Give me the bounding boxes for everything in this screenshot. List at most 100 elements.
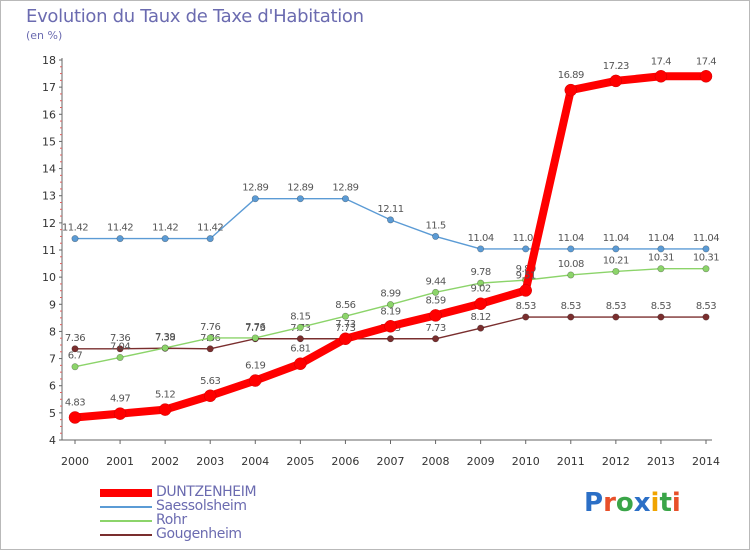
data-label-gougenheim: 8.12 [471,312,491,323]
data-label-saessolsheim: 12.89 [332,183,358,194]
y-minor-tick [60,398,62,400]
data-label-gougenheim: 7.73 [245,323,265,334]
y-tick-label: 13 [42,190,56,203]
data-label-saessolsheim: 12.89 [242,183,268,194]
y-minor-tick [60,317,62,319]
y-tick-label: 15 [42,135,56,148]
x-tick-label: 2012 [602,455,630,468]
y-minor-tick [60,344,62,346]
x-tick-label: 2002 [151,455,179,468]
series-point-gougenheim [386,335,394,343]
data-label-rohr: 8.15 [290,311,310,322]
x-tick-label: 2003 [196,455,224,468]
y-minor-tick [60,229,62,231]
data-label-saessolsheim: 11.42 [197,223,223,234]
series-point-saessolsheim [251,195,259,203]
y-minor-tick [60,392,62,393]
y-minor-tick [60,174,62,176]
series-point-rohr [206,334,214,342]
y-minor-tick [60,100,62,102]
data-label-rohr: 8.99 [380,289,400,300]
data-label-gougenheim: 7.36 [110,333,130,344]
series-point-rohr [296,323,304,331]
series-point-rohr [612,267,620,275]
logo-letter: o [615,488,634,518]
series-point-saessolsheim [477,245,485,253]
legend-swatch-gougenheim [100,534,152,536]
data-label-saessolsheim: 11.04 [558,233,584,244]
legend-swatch-saessolsheim [100,506,152,508]
data-label-rohr: 8.56 [335,300,355,311]
y-minor-tick [60,93,62,95]
series-point-duntzenheim [158,403,172,416]
series-point-rohr [657,265,665,273]
data-label-rohr: 9.44 [425,276,445,287]
series-point-saessolsheim [71,235,79,243]
y-minor-tick [60,107,62,108]
y-minor-tick [60,73,62,75]
series-point-rohr [567,271,575,279]
legend-label-rohr: Rohr [156,512,187,528]
series-point-gougenheim [116,345,124,353]
logo-letter: P [584,488,604,518]
series-line-duntzenheim [71,72,710,422]
data-label-rohr: 6.7 [68,351,83,362]
series-point-gougenheim [296,335,304,343]
y-minor-tick [60,419,62,421]
data-label-gougenheim: 7.38 [155,332,175,343]
series-point-gougenheim [657,313,665,321]
y-minor-tick [60,202,62,203]
legend-swatch-duntzenheim [100,489,152,497]
legend-swatch-rohr [100,520,152,522]
series-point-saessolsheim [161,235,169,243]
y-tick-label: 18 [42,54,56,67]
legend-item-duntzenheim: DUNTZENHEIM [100,484,360,500]
y-minor-tick [60,235,62,237]
y-tick-label: 8 [49,325,56,338]
series-point-gougenheim [522,313,530,321]
chart-title: Evolution du Taux de Taxe d'Habitation [26,6,364,27]
y-minor-tick [60,351,62,353]
y-minor-tick [60,425,62,427]
series-point-duntzenheim [249,374,262,387]
data-label-saessolsheim: 11.5 [425,220,445,231]
series-point-rohr [251,334,259,342]
series-point-saessolsheim [702,245,710,253]
logo-letter: x [633,488,651,518]
y-minor-tick [60,181,62,183]
data-label-gougenheim: 8.53 [606,301,626,312]
data-label-rohr: 7.76 [200,322,220,333]
x-tick-label: 2013 [647,455,675,468]
x-tick-label: 2014 [692,455,720,468]
data-label-duntzenheim: 4.83 [65,397,85,408]
series-point-duntzenheim [699,70,713,83]
y-tick-label: 12 [42,217,56,230]
y-tick-label: 17 [42,81,56,94]
y-tick-label: 14 [42,163,56,176]
data-label-saessolsheim: 11.42 [62,223,88,234]
y-minor-tick [60,215,62,217]
y-tick-label: 5 [49,407,56,420]
x-tick-label: 2009 [467,455,495,468]
y-minor-tick [60,256,62,258]
series-point-gougenheim [567,313,575,321]
x-tick-label: 2000 [61,455,89,468]
data-label-duntzenheim: 6.81 [290,344,310,355]
series-point-duntzenheim [339,332,352,346]
series-point-rohr [116,353,124,361]
legend-item-rohr: Rohr [100,512,360,528]
data-label-duntzenheim: 17.4 [651,56,671,67]
data-label-gougenheim: 8.53 [696,301,716,312]
series-point-duntzenheim [68,411,82,424]
data-label-saessolsheim: 11.04 [513,233,539,244]
data-label-saessolsheim: 11.42 [152,223,178,234]
series-point-saessolsheim [612,245,620,253]
y-minor-tick [60,405,62,407]
series-point-rohr [477,279,485,287]
series-point-saessolsheim [296,195,304,203]
y-tick-label: 7 [49,353,56,366]
y-minor-tick [60,337,62,339]
logo-letter: i [671,488,681,518]
y-minor-tick [60,66,62,68]
